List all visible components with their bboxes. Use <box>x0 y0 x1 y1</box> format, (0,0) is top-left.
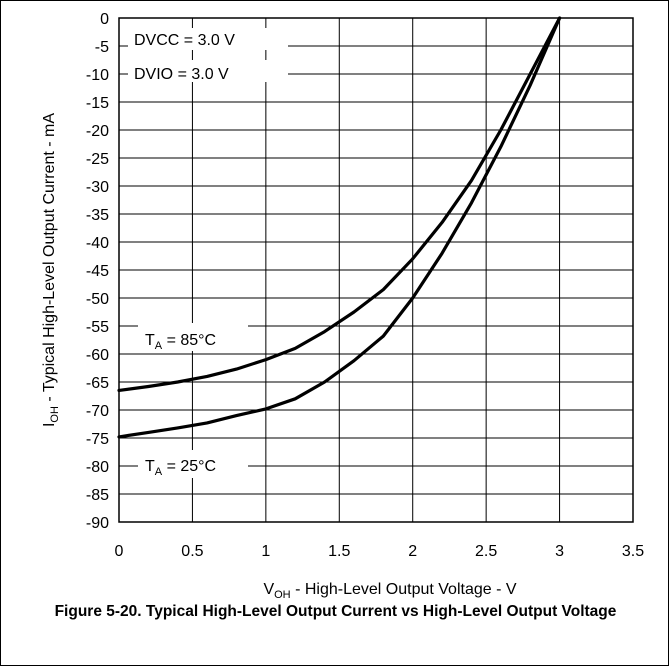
y-tick-label: -85 <box>86 487 109 504</box>
dvio-annotation: DVIO = 3.0 V <box>134 66 229 83</box>
y-tick-label: -35 <box>86 207 109 224</box>
dvio-annotation-bg <box>128 60 288 82</box>
y-tick-label: -75 <box>86 431 109 448</box>
plot-border <box>118 17 634 523</box>
grid <box>118 17 634 523</box>
y-tick-label: -25 <box>86 151 109 168</box>
y-tick-label: -40 <box>86 235 109 252</box>
dvcc-annotation-bg <box>128 28 288 50</box>
y-tick-label: -60 <box>86 347 109 364</box>
series-label-25-bg <box>138 450 248 478</box>
series-label-85: TA = 85°C <box>145 332 216 352</box>
x-tick-label: 1.5 <box>328 543 350 560</box>
x-tick-label: 3.5 <box>622 543 644 560</box>
y-tick-label: -15 <box>86 95 109 112</box>
y-tick-label: -5 <box>95 39 109 56</box>
y-tick-label: -65 <box>86 375 109 392</box>
x-tick-label: 3 <box>555 543 564 560</box>
y-tick-label: -30 <box>86 179 109 196</box>
chart: DVCC = 3.0 V DVIO = 3.0 V TA = 85°C TA =… <box>41 11 645 600</box>
x-tick-label: 2.5 <box>475 543 497 560</box>
figure-caption: Figure 5-20. Typical High-Level Output C… <box>54 603 617 620</box>
y-tick-labels: 0 -5 -10 -15 -20 -25 -30 -35 -40 -45 -50 -55 -60 -65 -… <box>86 11 109 532</box>
x-tick-label: 1 <box>261 543 270 560</box>
y-tick-label: -55 <box>86 319 109 336</box>
y-tick-label: -50 <box>86 291 109 308</box>
x-tick-labels: 0 0.5 1 1.5 2 2.5 3 3.5 <box>115 543 645 560</box>
series-layer <box>117 16 562 439</box>
x-axis-title: VOH - High-Level Output Voltage - V <box>263 581 516 600</box>
series-label-85-bg <box>138 323 248 351</box>
y-tick-label: -10 <box>86 67 109 84</box>
series-label-25: TA = 25°C <box>145 458 216 478</box>
series-line-0 <box>117 16 562 392</box>
y-tick-label: -20 <box>86 123 109 140</box>
dvcc-annotation: DVCC = 3.0 V <box>134 32 235 49</box>
x-tick-label: 0 <box>115 543 124 560</box>
y-tick-label: -45 <box>86 263 109 280</box>
y-tick-label: -90 <box>86 515 109 532</box>
x-tick-label: 0.5 <box>181 543 203 560</box>
series-line-1 <box>117 16 562 439</box>
x-tick-label: 2 <box>408 543 417 560</box>
y-tick-label: -80 <box>86 459 109 476</box>
y-tick-label: 0 <box>100 11 109 28</box>
y-tick-label: -70 <box>86 403 109 420</box>
y-axis-title: IOH - Typical High-Level Output Current … <box>41 113 61 427</box>
